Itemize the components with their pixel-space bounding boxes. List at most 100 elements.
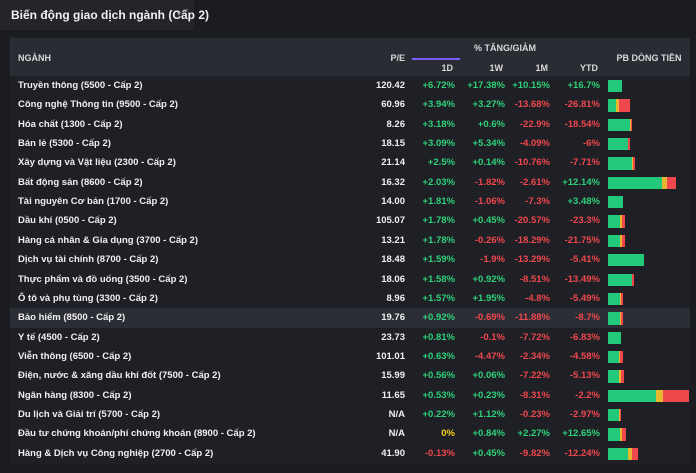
change-value: +3.48% xyxy=(567,196,601,208)
flow-bar xyxy=(619,370,621,383)
flow-bar xyxy=(620,350,623,364)
flow-bar xyxy=(621,292,623,306)
change-value: -13.29% xyxy=(514,254,550,266)
change-value: -4.58% xyxy=(569,350,600,362)
change-value: -1.82% xyxy=(474,176,505,188)
change-value: -2.97% xyxy=(569,408,600,420)
change-value: -23.3% xyxy=(569,215,600,227)
row-name: Hàng & Dịch vụ Công nghiệp (2700 - Cấp 2… xyxy=(18,447,214,459)
row[interactable] xyxy=(10,308,690,328)
change-value: -26.81% xyxy=(564,99,600,111)
change-value: -1.06% xyxy=(474,196,505,208)
flow-bar xyxy=(667,176,676,190)
pe-value: 13.21 xyxy=(381,234,405,246)
flow-bar xyxy=(621,312,623,325)
change-value: -0.26% xyxy=(474,234,505,246)
change-value: +2.03% xyxy=(422,176,456,188)
col-name: NGÀNH xyxy=(18,53,51,63)
flow-bar xyxy=(662,176,667,190)
change-value: -20.57% xyxy=(514,215,550,227)
change-value: +12.65% xyxy=(562,428,600,440)
flow-bar xyxy=(631,118,632,132)
change-value: -1.9% xyxy=(480,254,505,266)
flow-bar xyxy=(608,370,619,383)
flow-bar xyxy=(620,292,621,306)
col-change: % TĂNG/GIẢM xyxy=(474,43,536,53)
flow-bar xyxy=(622,428,626,441)
flow-bar xyxy=(633,157,635,170)
change-value: -13.49% xyxy=(564,273,600,285)
flow-bar xyxy=(608,176,662,190)
change-value: +0.6% xyxy=(477,118,505,130)
change-value: +1.57% xyxy=(422,292,456,304)
flow-bar xyxy=(628,138,630,151)
flow-bar xyxy=(608,273,632,286)
change-value: +0.06% xyxy=(472,370,506,382)
change-value: +1.78% xyxy=(422,234,456,246)
flow-bar xyxy=(608,292,620,306)
col-ytd[interactable]: YTD xyxy=(580,63,598,73)
pe-value: 120.42 xyxy=(375,80,405,91)
col-1d[interactable]: 1D xyxy=(441,63,453,73)
change-value: -10.76% xyxy=(514,157,550,169)
change-value: -6% xyxy=(583,138,600,150)
row-name: Y tế (4500 - Cấp 2) xyxy=(18,331,100,343)
change-value: +0.45% xyxy=(472,215,506,227)
flow-bar xyxy=(608,196,623,209)
change-value: +3.09% xyxy=(422,138,456,150)
pe-value: 18.48 xyxy=(381,254,405,266)
row-name: Tài nguyên Cơ bản (1700 - Cấp 2) xyxy=(18,196,169,208)
change-value: -18.54% xyxy=(564,118,600,130)
title: Biến động giao dịch ngành (Cấp 2) xyxy=(11,8,209,22)
flow-bar xyxy=(608,389,656,402)
change-value: -8.7% xyxy=(575,312,600,324)
change-value: -2.34% xyxy=(519,350,550,362)
row-name: Thực phẩm và đồ uống (3500 - Cấp 2) xyxy=(18,273,188,285)
change-value: -9.82% xyxy=(519,447,550,459)
tab[interactable] xyxy=(0,0,194,30)
col-flow: PB DÒNG TIỀN xyxy=(616,53,682,63)
change-value: +0.63% xyxy=(422,350,456,362)
flow-bar xyxy=(608,447,628,460)
flow-bar xyxy=(608,254,644,267)
change-value: +0.53% xyxy=(422,389,456,401)
change-value: +3.94% xyxy=(422,99,456,111)
row-name: Đầu tư chứng khoán/phí chứng khoán (8900… xyxy=(18,428,256,440)
change-value: -6.83% xyxy=(569,331,600,343)
flow-bar xyxy=(621,370,624,383)
change-value: -7.3% xyxy=(525,196,550,208)
flow-bar xyxy=(608,118,630,132)
flow-bar xyxy=(620,215,622,228)
col-1w[interactable]: 1W xyxy=(489,63,504,73)
pe-value: 105.07 xyxy=(375,215,405,227)
flow-bar xyxy=(608,138,628,151)
change-value: +10.15% xyxy=(512,80,550,91)
change-value: -0.1% xyxy=(480,331,505,343)
change-value: +1.58% xyxy=(422,273,456,285)
pe-value: 16.32 xyxy=(381,176,405,188)
change-value: +12.14% xyxy=(562,176,600,188)
flow-bar xyxy=(622,234,625,248)
row-name: Ngân hàng (8300 - Cấp 2) xyxy=(18,389,132,401)
row-name: Hóa chất (1300 - Cấp 2) xyxy=(18,118,123,130)
change-value: -0.13% xyxy=(424,447,455,459)
flow-bar xyxy=(619,99,630,112)
flow-bar xyxy=(622,215,625,228)
change-value: -8.31% xyxy=(519,389,550,401)
row-name: Dịch vụ tài chính (8700 - Cấp 2) xyxy=(18,254,159,266)
flow-bar xyxy=(632,273,634,286)
pe-value: 15.99 xyxy=(381,370,405,382)
change-value: +0.56% xyxy=(422,370,456,382)
pe-value: 18.06 xyxy=(381,273,405,285)
flow-bar xyxy=(619,350,620,364)
dropdown-icon[interactable]: ▾ xyxy=(177,9,182,18)
col-pe[interactable]: P/E xyxy=(390,53,405,63)
pe-value: 8.26 xyxy=(386,118,406,130)
col-1m[interactable]: 1M xyxy=(535,63,548,73)
flow-bar xyxy=(608,408,619,422)
row-name: Công nghệ Thông tin (9500 - Cấp 2) xyxy=(18,99,178,111)
change-value: +5.34% xyxy=(472,138,506,150)
flow-bar xyxy=(630,118,631,132)
change-value: +1.12% xyxy=(472,408,506,420)
